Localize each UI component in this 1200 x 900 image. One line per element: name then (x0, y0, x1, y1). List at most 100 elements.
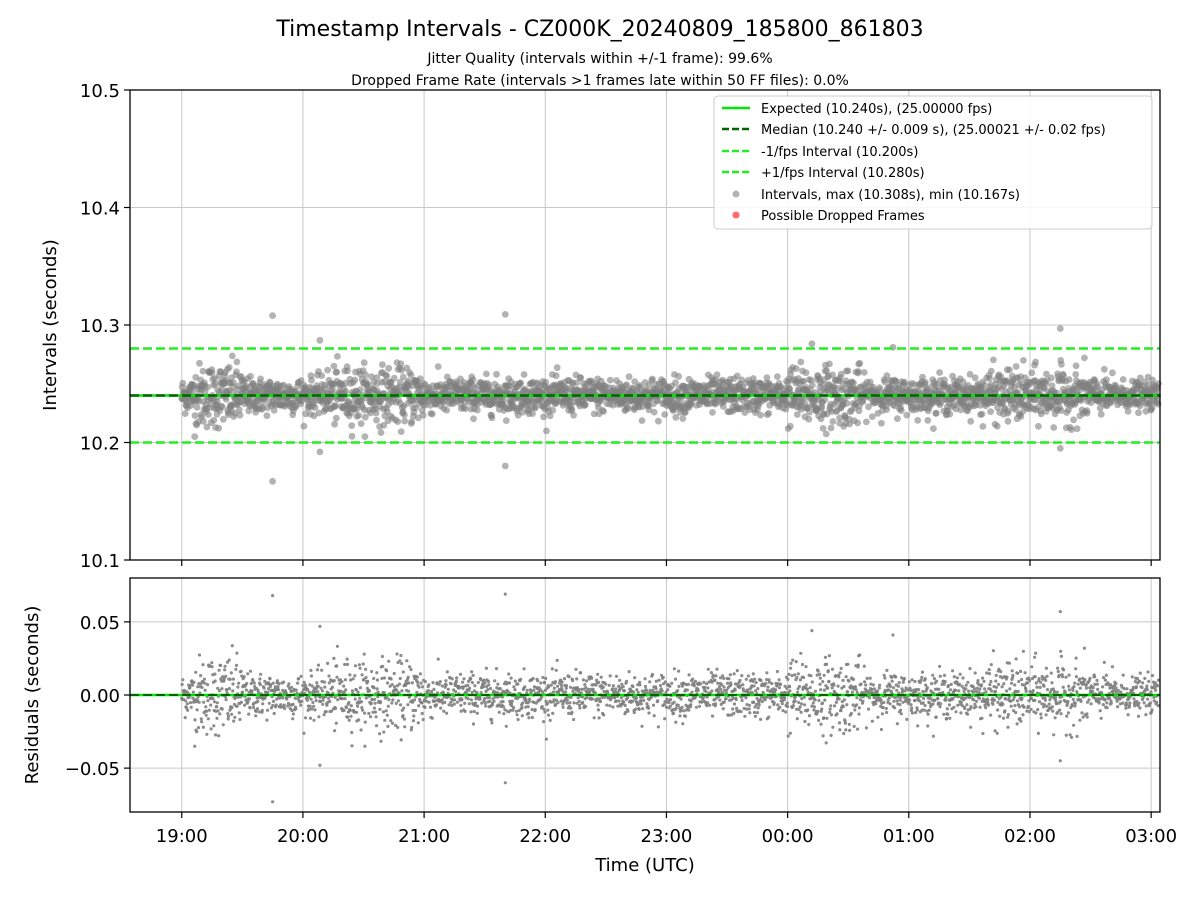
interval-point (297, 377, 305, 384)
residual-point (710, 689, 714, 693)
residual-point (536, 679, 540, 683)
residual-point (350, 689, 354, 693)
residual-point (687, 673, 691, 677)
residual-point (438, 680, 442, 684)
residual-point (597, 716, 601, 720)
residual-point (355, 710, 359, 714)
residual-point (444, 683, 448, 687)
interval-point (850, 379, 857, 387)
residual-point (704, 689, 708, 694)
residual-point (674, 720, 678, 724)
interval-point (552, 372, 560, 380)
residual-point (287, 682, 291, 686)
interval-point (1058, 361, 1065, 368)
residual-point (308, 716, 313, 720)
residual-point (826, 686, 830, 690)
residual-point (834, 700, 839, 705)
interval-point (518, 408, 526, 416)
interval-point (332, 402, 339, 410)
residual-point (346, 715, 350, 719)
residual-point (212, 724, 216, 728)
interval-point (1004, 417, 1012, 425)
interval-point (1050, 424, 1058, 431)
residual-point (666, 688, 670, 692)
residual-point (772, 701, 776, 705)
residual-point (193, 744, 197, 748)
residual-point (744, 677, 748, 681)
residual-point (802, 675, 806, 680)
residual-point (590, 697, 595, 701)
residual-point (181, 678, 185, 682)
residual-point (570, 710, 574, 715)
residual-point (423, 705, 427, 710)
residual-point (605, 703, 609, 707)
residual-point (197, 700, 201, 704)
residual-point (400, 661, 404, 666)
interval-point (204, 411, 212, 418)
residual-point (577, 703, 582, 707)
residual-point (427, 700, 431, 704)
residual-point (617, 699, 621, 703)
interval-point (681, 409, 689, 416)
residual-point (254, 714, 258, 718)
residual-point (689, 703, 693, 707)
residual-point (396, 699, 400, 703)
residual-point (432, 687, 436, 692)
residual-point (816, 709, 820, 714)
residual-point (820, 707, 824, 711)
residual-point (837, 697, 841, 701)
residual-point (509, 676, 513, 680)
interval-point (258, 404, 266, 412)
residual-point (848, 728, 852, 733)
residual-point (315, 668, 320, 672)
residual-point (849, 711, 854, 716)
interval-point (932, 409, 940, 417)
interval-point (270, 407, 278, 414)
residual-point (729, 683, 733, 687)
residual-point (846, 662, 850, 666)
residual-point (320, 668, 324, 672)
residual-point (590, 676, 594, 680)
residual-point (913, 679, 917, 684)
interval-point (573, 379, 581, 386)
interval-point (316, 336, 324, 344)
residual-point (316, 663, 321, 667)
interval-point (488, 414, 496, 422)
residual-point (420, 711, 424, 716)
interval-point (397, 360, 405, 368)
residual-point (194, 670, 198, 674)
interval-point (1070, 416, 1077, 424)
residual-point (416, 680, 420, 684)
interval-point (308, 376, 315, 384)
interval-point (757, 411, 764, 419)
residual-point (871, 683, 875, 687)
interval-point (549, 406, 557, 414)
residual-point (853, 708, 857, 712)
residual-point (613, 695, 617, 700)
residual-point (795, 717, 799, 721)
residual-point (902, 676, 907, 681)
residual-point (412, 698, 417, 702)
residual-point (693, 679, 698, 683)
residual-point (833, 704, 837, 708)
residual-point (185, 702, 189, 706)
interval-point (987, 367, 995, 375)
residual-point (511, 706, 516, 710)
residual-point (483, 697, 487, 701)
residual-point (479, 691, 483, 695)
residual-point (905, 717, 909, 722)
residual-point (565, 684, 569, 688)
residual-point (419, 681, 423, 685)
residual-point (353, 674, 357, 678)
residual-point (470, 681, 474, 685)
residual-point (838, 671, 842, 675)
residual-point (750, 691, 754, 695)
residual-point (199, 674, 203, 678)
residual-point (201, 725, 205, 729)
residual-point (665, 697, 669, 701)
residual-point (583, 705, 588, 709)
residual-point (192, 680, 196, 684)
residual-point (755, 711, 760, 715)
residual-point (266, 690, 270, 694)
residual-point (739, 710, 743, 714)
